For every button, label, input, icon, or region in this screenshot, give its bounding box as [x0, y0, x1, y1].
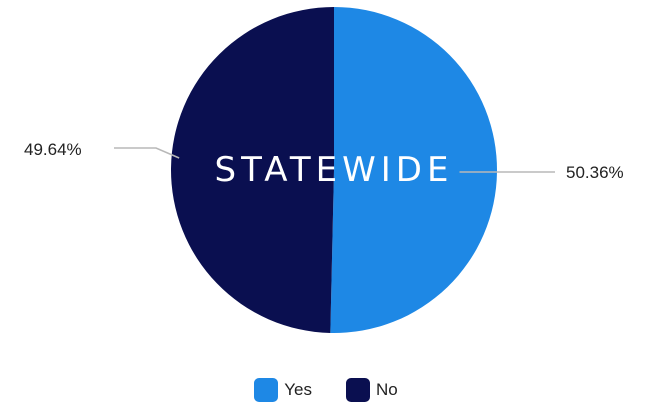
pie-slices: [170, 7, 497, 333]
slice-label-no: 49.64%: [24, 140, 82, 159]
pie-slice-no[interactable]: [170, 7, 334, 333]
legend-swatch-yes: [254, 378, 279, 402]
slice-label-yes: 50.36%: [566, 163, 624, 182]
leader-lines: [114, 147, 555, 173]
chart-title: STATEWIDE: [215, 150, 454, 190]
legend-label-yes: Yes: [284, 380, 312, 399]
chart-legend: Yes No: [0, 378, 652, 402]
legend-item-no[interactable]: No: [346, 378, 398, 402]
legend-swatch-no: [346, 378, 370, 402]
legend-label-no: No: [376, 380, 398, 399]
pie-slice-yes[interactable]: [330, 7, 497, 333]
legend-item-yes[interactable]: Yes: [254, 378, 312, 402]
leader-line-no: [114, 147, 180, 159]
